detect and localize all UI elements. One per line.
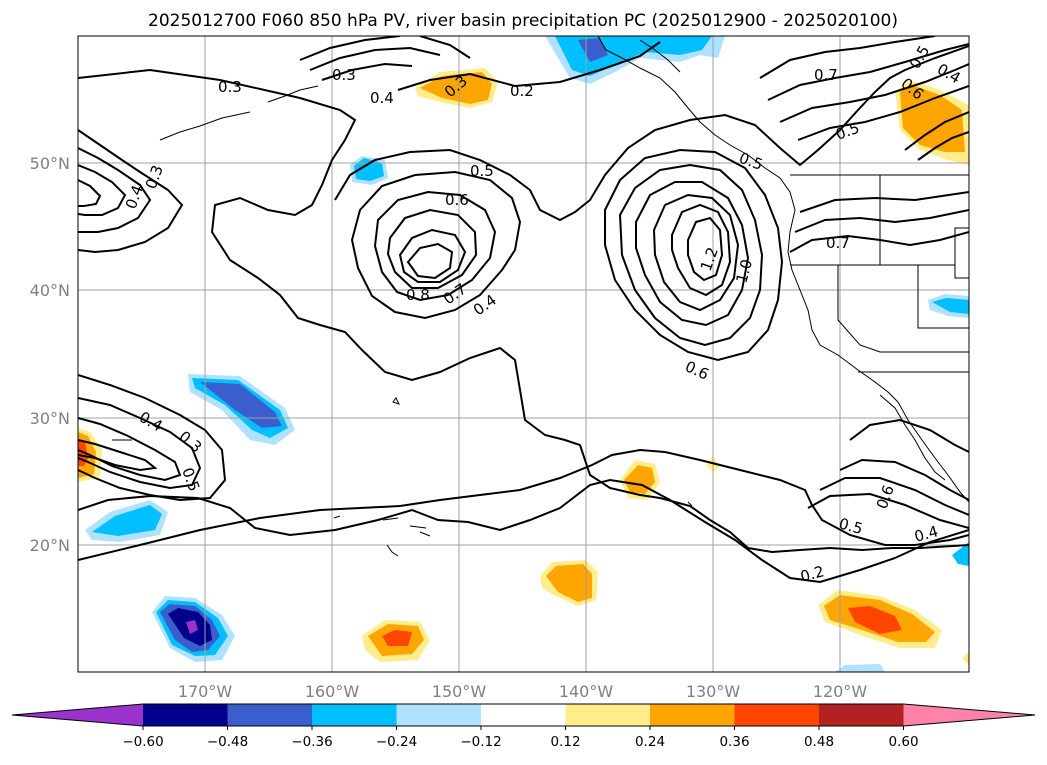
contour-label: 0.2 [510, 82, 534, 100]
pos-patch-153w-56n [415, 68, 498, 108]
colorbar-tick-label: 0.36 [719, 734, 749, 750]
lon-label: 150°W [432, 682, 487, 701]
lat-label: 40°N [30, 281, 70, 300]
lat-label: 50°N [30, 154, 70, 173]
contour-label: 1.0 [732, 257, 756, 285]
colorbar-swatch [734, 704, 820, 726]
colorbar-swatches [11, 703, 1036, 727]
contour-label: 0.5 [470, 162, 494, 180]
graticule [78, 36, 969, 672]
colorbar-swatch [143, 704, 228, 726]
contour-label: 0.4 [912, 522, 940, 546]
colorbar-tick-label: 0.12 [550, 734, 580, 750]
lon-label: 130°W [686, 682, 741, 701]
colorbar-tick-label: −0.48 [207, 734, 248, 750]
neg-patch-east-20n [952, 542, 969, 566]
pos-patch-143w-17n [540, 560, 598, 606]
contour-label: 0.8 [406, 286, 430, 304]
neg-patch-south-edge [835, 664, 885, 672]
lon-label: 140°W [559, 682, 614, 701]
lon-label: 120°W [813, 682, 868, 701]
colorbar-swatch [227, 704, 313, 726]
colorbar-tick-label: 0.48 [804, 734, 834, 750]
coastlines [112, 36, 969, 557]
colorbar-tick-label: −0.12 [460, 734, 501, 750]
colorbar-extend-high [903, 704, 1035, 726]
lat-label: 20°N [30, 536, 70, 555]
colorbar-tick-label: −0.60 [122, 734, 163, 750]
colorbar-swatch [819, 704, 904, 726]
contour-label: 0.5 [837, 514, 865, 538]
contour-label: 0.3 [218, 78, 242, 96]
contour-label: 0.4 [370, 89, 394, 107]
contour-label: 0.7 [814, 66, 838, 84]
contour-label: 0.2 [798, 562, 826, 586]
map-frame [77, 35, 970, 673]
pos-patch-118w-14n [818, 590, 942, 648]
colorbar-tick-label: −0.24 [376, 734, 417, 750]
pos-patch-east-54n [895, 80, 969, 165]
map-background [78, 36, 969, 672]
colorbar-tick-label: −0.36 [291, 734, 332, 750]
colorbar-swatch [312, 704, 397, 726]
colorbar-extend-low [12, 704, 143, 726]
contour-label: 0.6 [445, 191, 469, 209]
neg-patch-east-38n [928, 294, 969, 318]
contour-label: 0.3 [332, 66, 356, 84]
colorbar-swatch [481, 704, 566, 726]
colorbar: −0.60 −0.48 −0.36 −0.24 −0.12 0.12 0.24 … [11, 703, 1036, 750]
pv-contours [78, 36, 969, 584]
contour-label: 0.7 [826, 234, 850, 252]
colorbar-tick-labels: −0.60 −0.48 −0.36 −0.24 −0.12 0.12 0.24 … [122, 734, 918, 750]
pos-patch-155w-13n [362, 620, 430, 662]
neg-patch-172w-29n [188, 374, 295, 445]
longitude-labels: 170°W 160°W 150°W 140°W 130°W 120°W [178, 682, 868, 701]
neg-patch-173w-20n [85, 500, 168, 542]
figure-title: 2025012700 F060 850 hPa PV, river basin … [148, 11, 898, 31]
lat-label: 30°N [30, 409, 70, 428]
colorbar-swatch [650, 704, 735, 726]
latitude-labels: 50°N 40°N 30°N 20°N [30, 154, 70, 555]
colorbar-tick-label: 0.24 [635, 734, 665, 750]
colorbar-swatch [396, 704, 482, 726]
colorbar-ticks [142, 726, 904, 730]
map-panel: 0.3 0.3 0.4 0.3 0.4 0.2 0.5 0.6 0.8 0.7 … [30, 35, 970, 701]
lon-label: 160°W [305, 682, 360, 701]
lon-label: 170°W [178, 682, 233, 701]
colorbar-tick-label: 0.60 [888, 734, 918, 750]
colorbar-swatch [565, 704, 651, 726]
pos-patch-east-15n [962, 652, 969, 666]
